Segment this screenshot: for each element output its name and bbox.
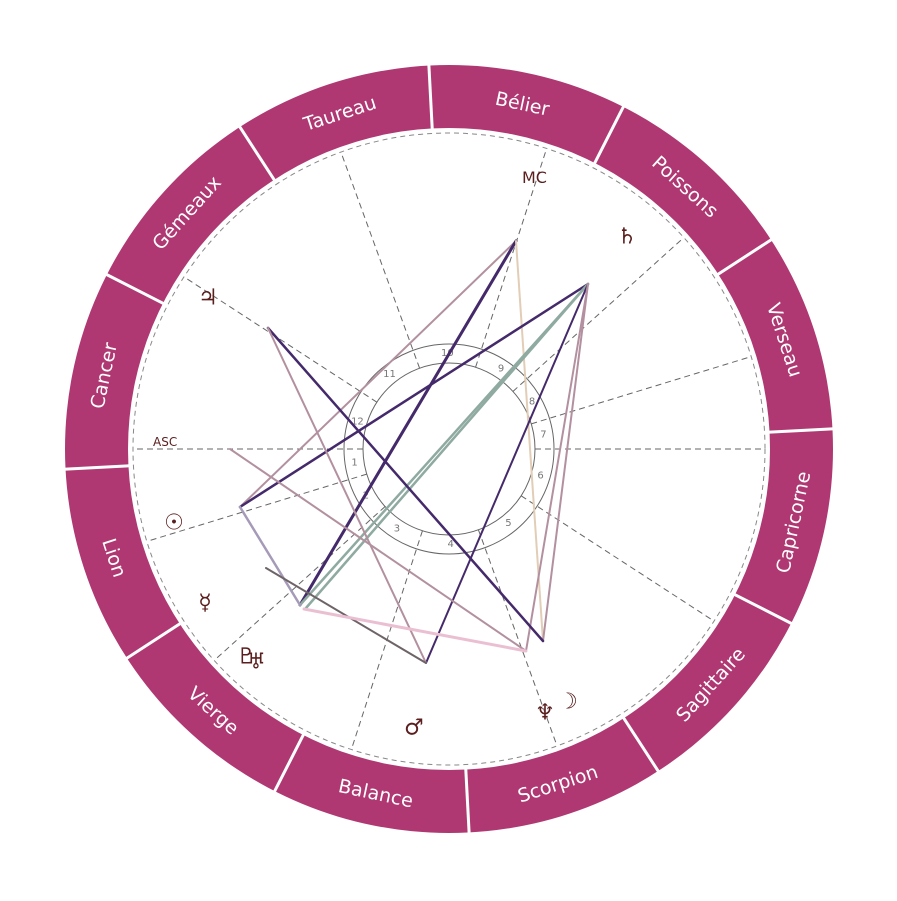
aspect-line [304, 282, 590, 610]
sign-divider [621, 715, 661, 774]
house-number-7: 7 [540, 429, 546, 440]
sign-divider [237, 124, 277, 183]
angle-labels: ASC MC [153, 168, 547, 449]
aspect-line [238, 505, 302, 607]
moon-icon: ☽ [558, 690, 578, 715]
house-cusp-3 [213, 506, 386, 661]
zodiac-ring: BélierTaureauGémeauxCancerLionViergeBala… [63, 63, 835, 835]
sign-divider [63, 464, 131, 471]
house-cusp-6 [520, 495, 715, 622]
house-numbers: 123456789101112 [351, 348, 547, 550]
aspect-line [238, 282, 590, 509]
house-cusp-11 [340, 151, 421, 369]
sign-divider [715, 237, 774, 277]
house-number-6: 6 [537, 471, 543, 482]
mc-label: MC [522, 168, 547, 187]
aspect-line [425, 283, 589, 664]
sign-divider [104, 272, 166, 306]
degree-circle [132, 132, 766, 766]
aspect-line [239, 240, 517, 508]
house-number-10: 10 [441, 348, 454, 359]
sign-divider [464, 767, 471, 835]
house-cusp-8 [531, 356, 752, 425]
house-number-5: 5 [505, 518, 511, 529]
house-cusp-10 [475, 148, 548, 368]
aspect-lines [229, 239, 590, 664]
house-number-3: 3 [394, 524, 400, 535]
house-number-9: 9 [498, 363, 504, 374]
saturn-icon: ♄ [617, 225, 637, 250]
house-number-11: 11 [383, 369, 396, 380]
sun-icon: ☉ [164, 511, 184, 536]
house-ring-inner [362, 362, 536, 536]
house-cusp-5 [477, 529, 558, 747]
aspect-line [298, 239, 518, 607]
house-cusp-12 [183, 276, 378, 403]
house-cusp-9 [512, 237, 685, 392]
aspect-line [302, 607, 528, 653]
aspect-line [525, 283, 589, 652]
sign-divider [427, 63, 434, 131]
sign-divider [767, 427, 835, 434]
house-cusp-2 [146, 473, 367, 542]
house-number-8: 8 [529, 396, 535, 407]
aspect-line [542, 283, 589, 642]
house-cusps [133, 148, 765, 750]
uranus-icon: ♅ [246, 650, 266, 675]
sign-divider [272, 732, 306, 794]
aspect-line [266, 326, 545, 643]
sign-divider [592, 104, 626, 166]
house-number-4: 4 [447, 539, 453, 550]
house-number-12: 12 [351, 416, 364, 427]
aspect-line [229, 448, 527, 652]
planet-glyphs: ☉ ☿ ♇♅ ♂ ♆ ☽ ♄ ♃ [164, 225, 637, 741]
aspect-line [267, 327, 427, 664]
sign-divider [732, 592, 794, 626]
asc-label: ASC [153, 435, 177, 449]
house-ring-outer [343, 343, 555, 555]
mars-icon: ♂ [404, 716, 424, 741]
mercury-icon: ☿ [198, 591, 212, 616]
jupiter-icon: ♃ [198, 286, 218, 311]
neptune-icon: ♆ [535, 701, 555, 726]
house-number-1: 1 [351, 458, 357, 469]
pluto-uranus-venus-icon: ♇ [236, 645, 256, 670]
sign-divider [124, 621, 183, 661]
